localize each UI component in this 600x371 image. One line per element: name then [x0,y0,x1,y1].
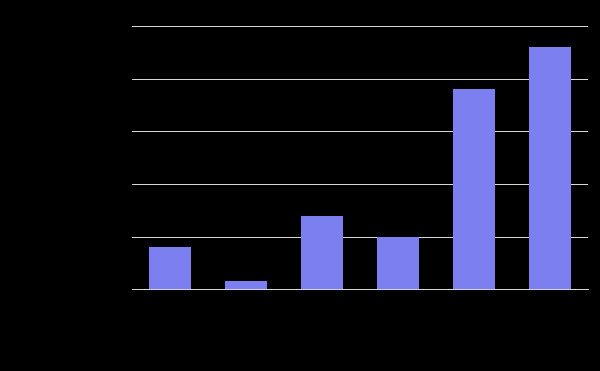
Bar [149,247,191,289]
Bar [301,216,343,289]
Bar [225,282,267,289]
Bar [529,47,571,289]
Bar [377,237,419,289]
Bar [453,89,495,289]
